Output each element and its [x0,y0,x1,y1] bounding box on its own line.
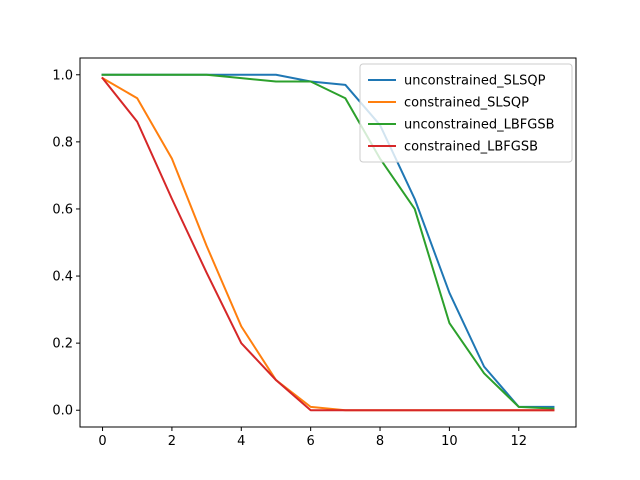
x-tick-label: 6 [307,434,315,449]
series-line-unconstrained_LBFGSB [101,73,555,410]
x-tick-label: 2 [168,434,176,449]
series-layer [101,73,555,412]
y-tick-label: 0.8 [52,135,73,150]
x-tick-label: 8 [376,434,384,449]
legend-label: constrained_SLSQP [404,96,529,111]
legend-box [359,63,573,163]
axes-layer [79,57,577,428]
y-tick-label: 1.0 [52,68,73,83]
legend-label: unconstrained_LBFGSB [404,118,554,133]
y-axis: 0.0 0.2 0.4 0.6 0.8 1.0 [52,68,80,419]
y-tick-label: 0.4 [52,270,73,285]
legend-label: constrained_LBFGSB [404,140,538,155]
legend-label: unconstrained_SLSQP [404,74,546,89]
y-tick-label: 0.6 [52,202,73,217]
x-tick-label: 4 [237,434,245,449]
x-tick-label: 10 [441,434,458,449]
series-line-constrained_LBFGSB [101,76,555,412]
plot-frame [79,57,577,428]
y-tick-label: 0.0 [52,404,73,419]
x-tick-label: 12 [510,434,527,449]
x-axis: 0 2 4 6 8 10 12 [98,427,527,449]
y-tick-label: 0.2 [52,337,73,352]
x-tick-label: 0 [98,434,106,449]
legend: unconstrained_SLSQP constrained_SLSQPunco… [359,63,573,163]
